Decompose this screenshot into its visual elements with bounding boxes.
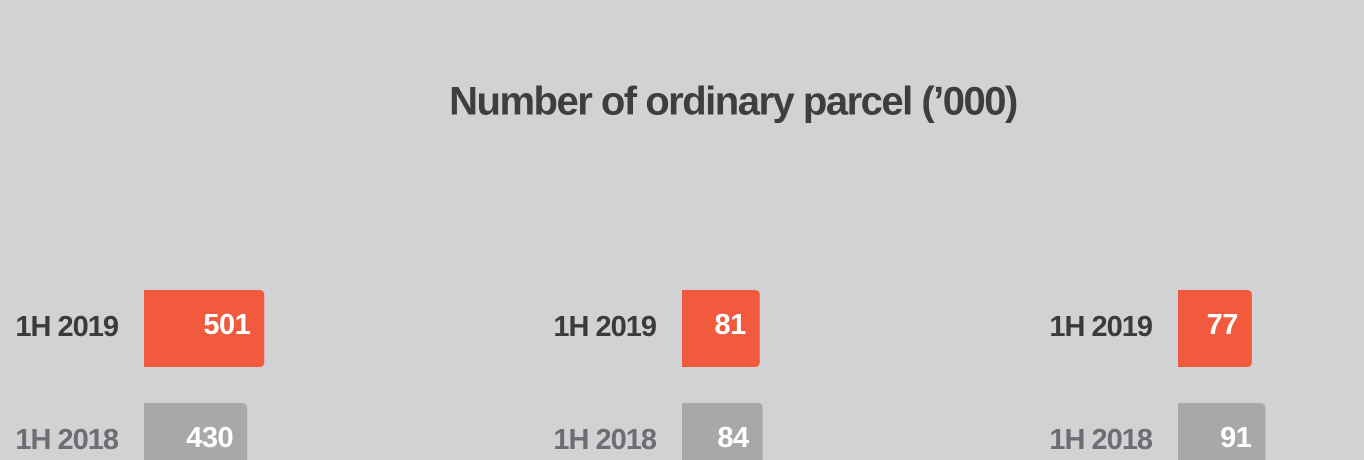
- value-label: 91: [1220, 422, 1252, 454]
- bar: [682, 403, 763, 460]
- bar: [1178, 290, 1252, 367]
- value-label: 501: [203, 309, 250, 341]
- value-label: 84: [717, 422, 749, 454]
- bar: [682, 290, 760, 367]
- category-label: 1H 2019: [15, 311, 119, 343]
- value-label: 430: [186, 422, 233, 454]
- category-label: 1H 2019: [1049, 311, 1153, 343]
- title: Number of ordinary parcel (’000): [449, 80, 1017, 124]
- bar: [144, 403, 248, 460]
- category-label: 1H 2018: [15, 424, 119, 456]
- bar: [144, 290, 265, 367]
- category-label: 1H 2018: [553, 424, 657, 456]
- bar: [1178, 403, 1266, 460]
- category-label: 1H 2018: [1049, 424, 1153, 456]
- value-label: 77: [1207, 309, 1238, 341]
- category-label: 1H 2019: [553, 311, 657, 343]
- value-label: 81: [714, 309, 746, 341]
